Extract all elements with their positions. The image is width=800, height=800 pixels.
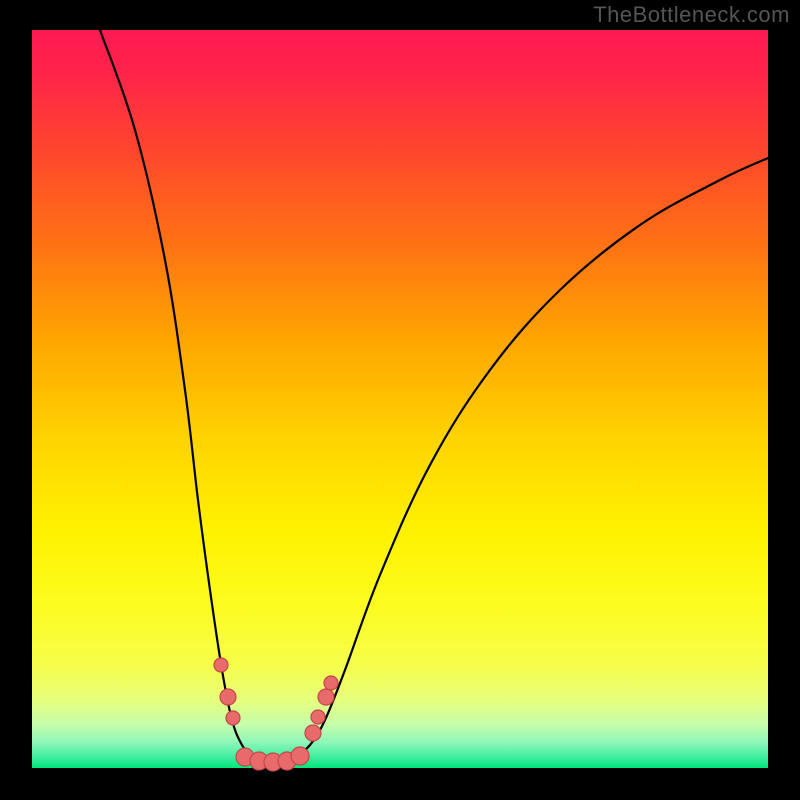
marker-bottom-4 — [291, 747, 309, 765]
chart-container: TheBottleneck.com — [0, 0, 800, 800]
chart-svg — [0, 0, 800, 800]
marker-right-3 — [324, 676, 338, 690]
marker-left-1 — [220, 689, 236, 705]
watermark-text: TheBottleneck.com — [593, 2, 790, 28]
marker-right-2 — [318, 689, 334, 705]
plot-background-gradient — [32, 30, 768, 768]
marker-right-1 — [311, 710, 325, 724]
marker-left-2 — [226, 711, 240, 725]
marker-left-0 — [214, 658, 228, 672]
marker-right-0 — [305, 725, 321, 741]
